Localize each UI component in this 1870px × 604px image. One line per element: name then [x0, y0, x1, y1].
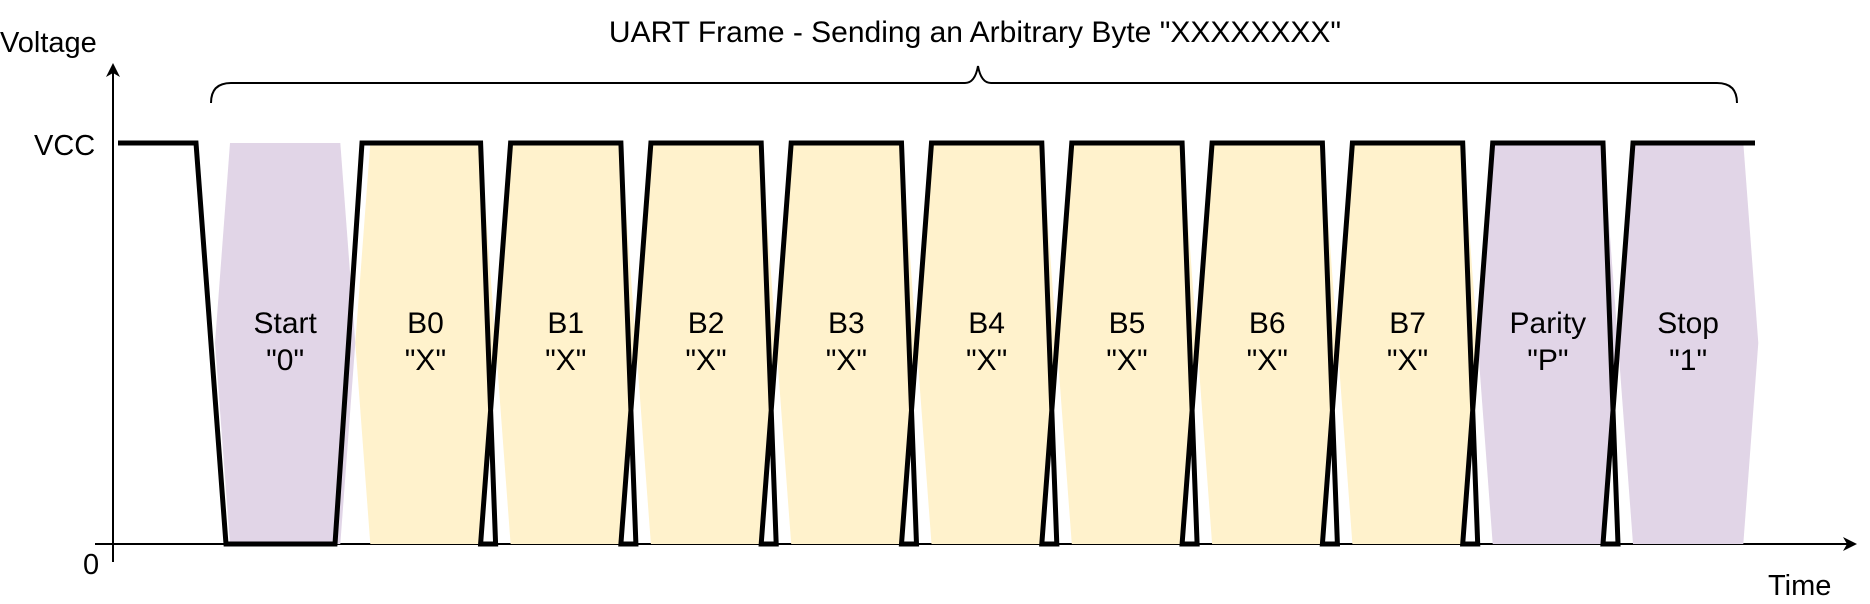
- bit-name-b4: B4: [968, 307, 1005, 340]
- bit-name-stop: Stop: [1657, 307, 1719, 340]
- x-axis-label: Time: [1768, 570, 1831, 602]
- bit-cell-b7: [1337, 143, 1478, 544]
- bit-cell-b2: [635, 143, 777, 544]
- bit-value-b7: "X": [1387, 344, 1428, 377]
- bit-name-b6: B6: [1249, 307, 1286, 340]
- bit-cell-b3: [776, 143, 917, 544]
- bit-value-start: "0": [266, 344, 304, 377]
- bit-cell-b4: [916, 143, 1057, 544]
- bit-name-b3: B3: [828, 307, 865, 340]
- bit-cell-b5: [1056, 143, 1198, 544]
- bit-value-b1: "X": [545, 344, 586, 377]
- bit-name-b7: B7: [1389, 307, 1426, 340]
- bit-cell-parity: [1477, 143, 1618, 544]
- bit-value-b4: "X": [966, 344, 1007, 377]
- bit-name-b5: B5: [1109, 307, 1146, 340]
- bit-value-b0: "X": [405, 344, 446, 377]
- bit-value-b2: "X": [685, 344, 726, 377]
- bit-value-b3: "X": [826, 344, 867, 377]
- bit-cell-b0: [355, 143, 496, 544]
- bit-value-b6: "X": [1247, 344, 1288, 377]
- bit-cell-stop: [1618, 143, 1759, 544]
- bit-cells: Start "0" B0 "X" B1 "X" B2 "X" B3 "X" B4 "X" B5 "X" B6…: [215, 143, 1759, 544]
- bit-value-stop: "1": [1669, 344, 1707, 377]
- bit-name-b0: B0: [407, 307, 444, 340]
- bit-cell-b6: [1197, 143, 1338, 544]
- zero-label: 0: [83, 549, 99, 581]
- y-axis-label: Voltage: [0, 27, 97, 59]
- bit-name-b1: B1: [547, 307, 584, 340]
- bit-value-parity: "P": [1527, 344, 1568, 377]
- bit-name-parity: Parity: [1510, 307, 1587, 340]
- bit-value-b5: "X": [1106, 344, 1147, 377]
- signal-waveform: [118, 140, 1755, 547]
- bit-name-b2: B2: [688, 307, 725, 340]
- vcc-label: VCC: [34, 130, 95, 162]
- bit-name-start: Start: [253, 307, 317, 340]
- diagram-title: UART Frame - Sending an Arbitrary Byte "…: [609, 16, 1341, 49]
- frame-brace: [210, 65, 1738, 104]
- bit-cell-start: [215, 143, 356, 544]
- bit-cell-b1: [495, 143, 636, 544]
